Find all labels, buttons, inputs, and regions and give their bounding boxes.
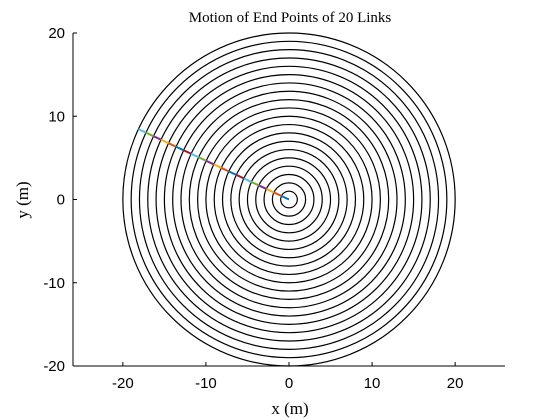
trajectory-circle-6 [238, 148, 340, 251]
link-segment-2 [273, 191, 282, 197]
trajectory-circle-16 [155, 65, 423, 334]
x-tick-label: 20 [447, 375, 464, 392]
trajectory-circle-1 [280, 190, 298, 209]
chart-title: Motion of End Points of 20 Links [189, 10, 392, 26]
x-tick-label: 0 [285, 375, 293, 392]
trajectory-circle-2 [271, 182, 307, 217]
trajectory-circles [122, 32, 456, 367]
link-segment-15 [175, 145, 185, 152]
trajectory-circle-14 [172, 82, 406, 317]
link-segment-18 [153, 135, 162, 141]
link-segment-12 [198, 156, 207, 162]
trajectory-circle-5 [246, 157, 332, 242]
trajectory-circle-18 [138, 49, 440, 350]
x-tick-label: -20 [112, 375, 134, 392]
x-tick-label: -10 [195, 375, 217, 392]
link-segments [137, 128, 290, 201]
link-segment-5 [250, 181, 260, 187]
x-axis-label: x (m) [271, 399, 308, 418]
link-segment-17 [160, 138, 169, 145]
trajectory-circle-17 [147, 57, 431, 342]
trajectory-circle-11 [197, 107, 381, 292]
link-segment-10 [213, 163, 222, 169]
link-segment-19 [145, 131, 154, 138]
y-tick-label: 20 [48, 25, 65, 42]
link-segment-6 [243, 177, 252, 183]
link-segment-20 [137, 128, 147, 134]
trajectory-circle-19 [130, 40, 448, 359]
y-axis-label: y (m) [13, 181, 32, 218]
link-segment-16 [168, 142, 177, 148]
y-tick-label: -10 [43, 275, 65, 292]
link-segment-9 [220, 166, 230, 173]
y-ticks: -20 -10 0 10 20 [43, 25, 77, 375]
trajectory-circle-8 [221, 132, 357, 267]
x-ticks: -20 -10 0 10 20 [112, 362, 463, 392]
link-segment-13 [190, 152, 200, 159]
link-segment-7 [235, 173, 245, 180]
y-tick-label: 10 [48, 108, 65, 125]
y-tick-label: -20 [43, 358, 65, 375]
link-segment-3 [265, 188, 275, 194]
x-tick-label: 10 [364, 375, 381, 392]
link-segment-8 [228, 170, 237, 176]
trajectory-circle-10 [205, 115, 373, 284]
trajectory-circle-13 [180, 90, 398, 309]
link-segment-14 [183, 149, 192, 155]
trajectory-circle-7 [230, 140, 348, 259]
link-segment-4 [258, 184, 267, 190]
trajectory-circle-4 [255, 165, 323, 234]
link-segment-1 [281, 195, 290, 201]
link-segment-11 [205, 159, 215, 166]
trajectory-circle-3 [263, 173, 315, 226]
trajectory-circle-15 [163, 74, 415, 325]
trajectory-circle-9 [213, 123, 365, 276]
y-tick-label: 0 [57, 192, 65, 209]
trajectory-circle-12 [188, 98, 390, 301]
